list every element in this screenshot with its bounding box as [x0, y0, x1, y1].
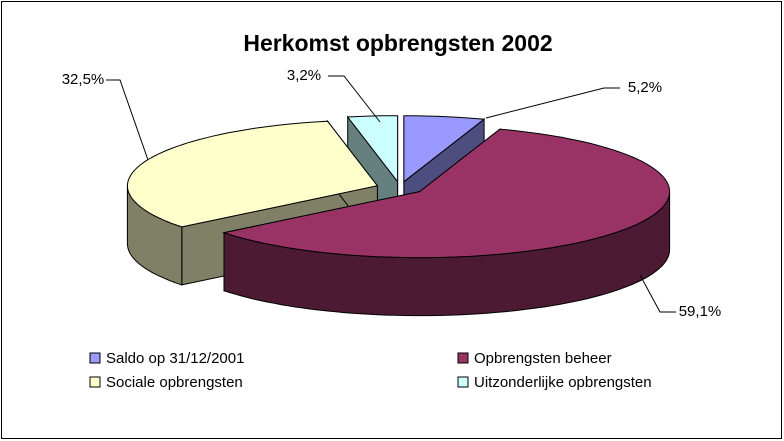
slice-top — [222, 128, 671, 259]
leader-line — [485, 87, 620, 119]
legend-label: Opbrengsten beheer — [474, 350, 612, 367]
data-label: 3,2% — [287, 67, 321, 84]
legend-swatch — [89, 352, 101, 364]
legend-label: Sociale opbrengsten — [106, 374, 243, 391]
data-label: 32,5% — [62, 71, 105, 88]
pie — [126, 115, 671, 317]
slice-top — [127, 120, 379, 228]
data-label: 59,1% — [679, 303, 722, 320]
legend: Saldo op 31/12/2001 Opbrengsten beheer Soc… — [89, 350, 652, 391]
slice-top — [403, 115, 486, 183]
slice — [222, 128, 671, 317]
legend-swatch — [89, 376, 101, 388]
leader-line — [106, 79, 149, 161]
legend-swatch — [457, 352, 469, 364]
leader-line — [328, 75, 381, 123]
leader-line — [639, 274, 676, 313]
legend-swatch — [457, 376, 469, 388]
legend-label: Uitzonderlijke opbrengsten — [474, 374, 652, 391]
chart-title: Herkomst opbrengsten 2002 — [243, 30, 552, 56]
labels: 5,2% 59,1% 32,5% 3,2% — [62, 67, 722, 320]
data-label: 5,2% — [628, 79, 662, 96]
slice-top — [346, 115, 399, 184]
legend-label: Saldo op 31/12/2001 — [106, 350, 244, 367]
